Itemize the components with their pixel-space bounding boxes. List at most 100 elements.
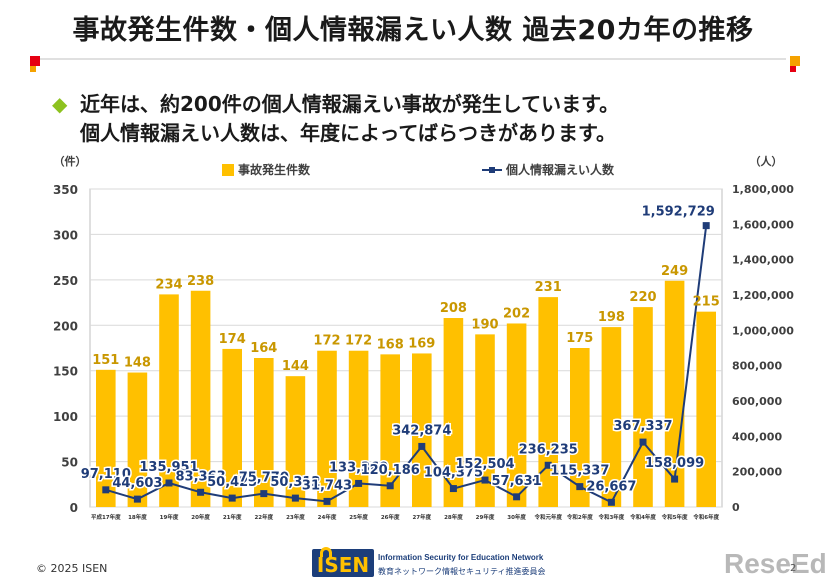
line-value-label: 50,312 [270,475,320,490]
x-tick-label: 22年度 [254,513,273,521]
bar-value-label: 249 [661,264,688,279]
y-right-tick-label: 1,000,000 [732,324,794,337]
line-value-label: 83,363 [176,469,226,484]
line-value-label: 236,235 [519,442,578,457]
title-divider [40,58,786,60]
line-value-label: 97,110 [81,467,131,482]
y-left-tick-label: 300 [53,228,78,242]
line-value-label: 31,743 [302,478,352,493]
bar-value-label: 169 [408,336,435,351]
accent-square [790,66,796,72]
bar [127,372,148,507]
bar [348,350,369,507]
bar-value-label: 174 [219,332,246,347]
line-value-label: 133,360 [329,460,388,475]
line-point [671,475,679,483]
page-number: 2 [790,563,797,574]
line-point [607,498,615,506]
bar-value-label: 151 [92,353,119,368]
line-value-label: 1,592,729 [642,205,715,220]
y-right-tick-label: 1,400,000 [732,254,794,267]
copyright: © 2025 ISEN [36,562,108,575]
line-point [133,495,141,503]
line-value-label: 120,186 [361,463,420,478]
y-left-tick-label: 100 [53,410,78,424]
bar-value-label: 148 [124,356,151,371]
bar-value-label: 234 [155,277,182,292]
line-point [544,461,552,469]
y-right-tick-label: 600,000 [732,395,782,408]
summary-line-1: 近年は、約200件の個人情報漏えい事故が発生しています。 [80,92,620,116]
legend-line-marker [489,167,495,173]
bar [475,334,495,507]
line-point [481,476,489,484]
x-tick-label: 令和元年度 [534,513,562,521]
summary-line-2: 個人情報漏えい人数は、年度によってばらつきがあります。 [80,121,616,145]
x-tick-label: 30年度 [507,513,526,521]
y-right-tick-label: 1,200,000 [732,289,794,302]
line-value-label: 367,337 [613,419,672,434]
bar [285,376,306,507]
y-right-tick-label: 1,600,000 [732,218,794,231]
legend-bar-swatch [222,164,234,176]
x-tick-label: 19年度 [160,513,179,521]
bar [443,318,464,507]
bar [254,357,274,507]
x-tick-label: 18年度 [128,513,147,521]
line-point [355,479,363,487]
line-point [291,494,299,502]
line-point [260,490,268,498]
y-right-tick-label: 400,000 [732,430,782,443]
bar-value-label: 172 [345,334,372,349]
y-left-tick-label: 200 [53,319,78,333]
line-value-label: 158,099 [645,456,704,471]
x-tick-label: 平成17年度 [91,513,121,521]
line-point [323,497,331,505]
line-value-label: 135,951 [139,460,198,475]
line-point [197,488,205,496]
line-point [513,493,521,501]
line-value-label: 152,504 [455,457,514,472]
line-value-label: 342,874 [392,423,451,438]
bar [538,297,558,507]
bar [190,290,211,507]
x-tick-label: 29年度 [476,513,495,521]
bar-value-label: 144 [282,359,309,374]
y-left-tick-label: 250 [53,274,78,288]
x-tick-label: 23年度 [286,513,305,521]
x-tick-label: 27年度 [412,513,431,521]
x-tick-label: 26年度 [381,513,400,521]
logo-text: ISEN [317,553,369,577]
line-value-label: 26,667 [586,479,636,494]
y-left-unit: （件） [54,154,87,168]
x-tick-label: 令和4年度 [630,513,656,521]
bar-value-label: 202 [503,306,530,321]
line-point [165,479,173,487]
y-left-tick-label: 0 [70,501,78,515]
line-point [576,483,584,491]
bar [506,323,527,507]
bar [380,354,400,507]
x-tick-label: 25年度 [349,513,368,521]
x-tick-label: 令和6年度 [693,513,719,521]
bar-value-label: 238 [187,274,214,289]
x-tick-label: 24年度 [318,513,337,521]
line-point [639,438,647,446]
bar [570,348,590,507]
y-left-tick-label: 150 [53,365,78,379]
bar-value-label: 164 [250,341,277,356]
bar-value-label: 220 [629,290,656,305]
line-value-label: 75,770 [239,471,289,486]
x-tick-label: 28年度 [444,513,463,521]
y-left-tick-label: 50 [61,456,78,470]
line-point [702,222,710,230]
bar-value-label: 208 [440,301,467,316]
bar-value-label: 231 [535,280,562,295]
org-name-ja: 教育ネットワーク情報セキュリティ推進委員会 [378,567,546,576]
bar-value-label: 175 [566,331,593,346]
bar [601,327,622,507]
bar [664,280,685,507]
bar-value-label: 190 [471,317,498,332]
line-value-label: 57,631 [492,474,542,489]
bar-value-label: 172 [313,334,340,349]
